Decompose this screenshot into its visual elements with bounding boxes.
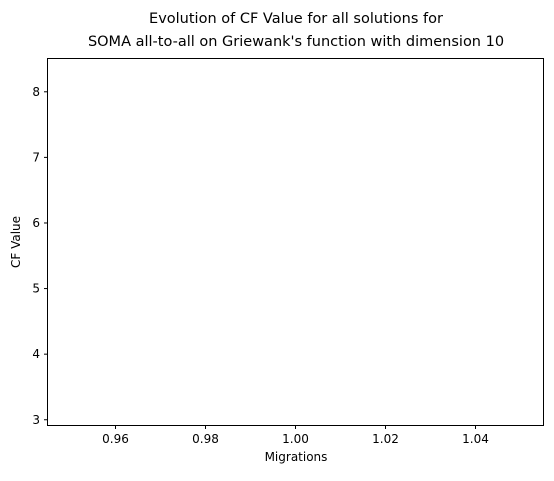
y-tick-label: 7: [32, 150, 40, 164]
plot-area: [47, 58, 544, 426]
x-tick-label: 0.96: [102, 432, 129, 446]
x-axis-ticks: 0.96 0.98 1.00 1.02 1.04: [102, 425, 489, 446]
y-tick-label: 4: [32, 347, 40, 361]
y-tick-label: 6: [32, 216, 40, 230]
y-axis-label: CF Value: [9, 216, 23, 268]
x-axis-label: Migrations: [265, 450, 328, 464]
y-axis-ticks: 3 4 5 6 7 8: [32, 85, 48, 427]
y-tick-label: 8: [32, 85, 40, 99]
x-tick-label: 0.98: [192, 432, 219, 446]
chart-title-line-2: SOMA all-to-all on Griewank's function w…: [88, 34, 504, 50]
y-tick-label: 5: [32, 282, 40, 296]
chart-title-line-1: Evolution of CF Value for all solutions …: [149, 11, 443, 27]
x-tick-label: 1.04: [462, 432, 489, 446]
x-tick-label: 1.00: [282, 432, 309, 446]
x-tick-label: 1.02: [372, 432, 399, 446]
y-tick-label: 3: [32, 413, 40, 427]
